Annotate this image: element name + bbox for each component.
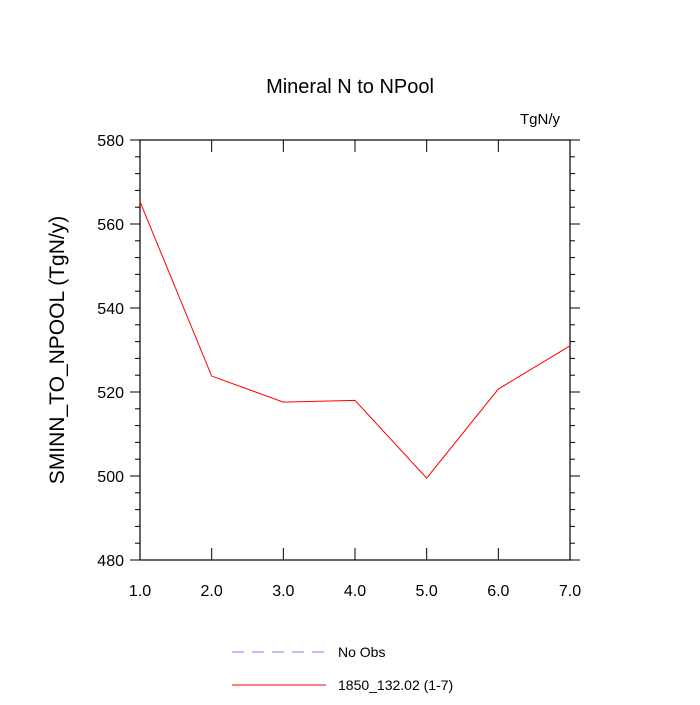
y-axis-label: SMINN_TO_NPOOL (TgN/y) (46, 216, 69, 484)
y-tick-label: 480 (97, 553, 124, 570)
legend: No Obs 1850_132.02 (1-7) (232, 644, 453, 693)
axis-ticks (130, 139, 580, 561)
x-tick-label: 3.0 (272, 583, 294, 600)
series-line (139, 201, 571, 479)
x-tick-label: 1.0 (129, 583, 151, 600)
tick-labels: 1.0 2.0 3.0 4.0 5.0 6.0 7.0 480 500 520 540 560 580 (97, 133, 581, 600)
x-tick-label: 5.0 (416, 583, 438, 600)
x-tick-label: 4.0 (344, 583, 366, 600)
y-tick-label: 520 (97, 385, 124, 402)
y-tick-label: 500 (97, 469, 124, 486)
plot-frame (139, 139, 571, 561)
y-tick-label: 580 (97, 133, 124, 150)
legend-label: 1850_132.02 (1-7) (338, 677, 453, 693)
legend-label: No Obs (338, 644, 385, 660)
x-tick-label: 2.0 (201, 583, 223, 600)
x-tick-label: 6.0 (487, 583, 509, 600)
units-label: TgN/y (520, 111, 561, 128)
y-tick-label: 560 (97, 217, 124, 234)
x-tick-label: 7.0 (559, 583, 581, 600)
y-tick-label: 540 (97, 301, 124, 318)
chart-title: Mineral N to NPool (266, 76, 434, 98)
series-lines (139, 201, 571, 479)
plot-border (139, 139, 571, 561)
